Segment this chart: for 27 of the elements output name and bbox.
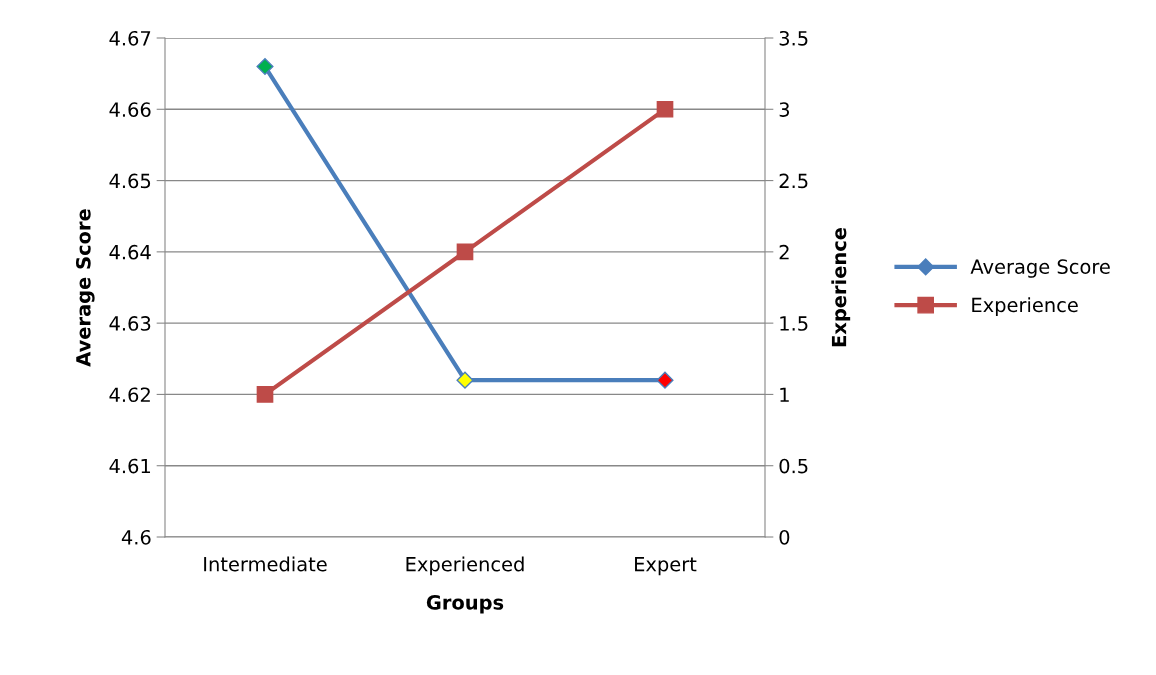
y-tick-label: 4.61 xyxy=(109,458,151,474)
y2-tick-label: 3 xyxy=(779,102,790,117)
y-tick-label: 4.64 xyxy=(109,244,151,260)
y-tick-label: 4.66 xyxy=(109,102,151,117)
legend-label: Experience xyxy=(972,297,1078,317)
y2-tick-label: 2.5 xyxy=(779,173,808,189)
y2-tick-label: 1.5 xyxy=(780,316,808,331)
y2-tick-label: 0.5 xyxy=(779,458,808,474)
y-tick-label: 4.6 xyxy=(121,529,151,545)
y2-axis-title: Experience xyxy=(831,227,851,347)
point xyxy=(256,386,274,403)
legend-label: Average Score xyxy=(970,259,1110,278)
y2-tick-label: 1 xyxy=(780,387,789,402)
y2-tick-label: 3.5 xyxy=(779,30,808,46)
x-axis-title: Groups xyxy=(426,595,504,614)
point xyxy=(456,243,474,261)
y-axis-title: Average Score xyxy=(76,209,95,367)
y-tick-label: 4.62 xyxy=(109,387,150,403)
point xyxy=(656,100,674,118)
x-tick-label: Expert xyxy=(635,557,697,576)
y-tick-label: 4.65 xyxy=(109,173,151,189)
x-tick-label: Intermediate xyxy=(204,556,327,572)
y-tick-label: 4.67 xyxy=(109,30,151,46)
y-tick-label: 4.63 xyxy=(109,316,151,331)
x-tick-label: Experienced xyxy=(406,556,524,576)
y2-tick-label: 0 xyxy=(779,529,790,545)
y2-tick-label: 2 xyxy=(779,244,789,260)
